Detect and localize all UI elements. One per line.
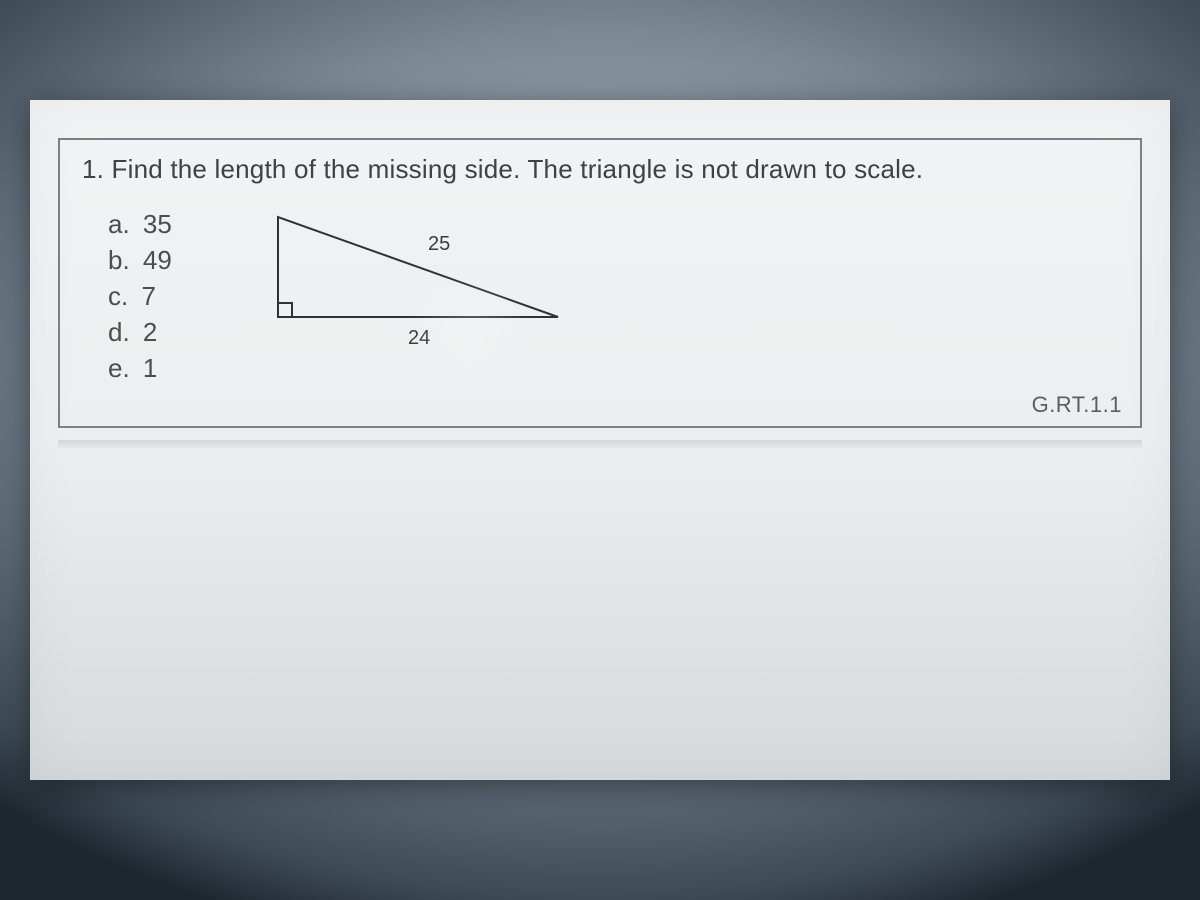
choice-value: 1 <box>143 353 157 383</box>
choice-value: 7 <box>141 281 155 311</box>
triangle-svg <box>248 207 598 377</box>
triangle-figure: 25 24 <box>248 207 598 377</box>
choice-c[interactable]: c. 7 <box>108 279 248 315</box>
choice-b[interactable]: b. 49 <box>108 243 248 279</box>
standard-code: G.RT.1.1 <box>1032 392 1122 418</box>
choice-letter: a. <box>108 209 130 239</box>
choice-a[interactable]: a. 35 <box>108 207 248 243</box>
choice-letter: e. <box>108 353 130 383</box>
base-label: 24 <box>408 327 430 350</box>
triangle-shape <box>278 217 558 317</box>
question-prompt: 1. Find the length of the missing side. … <box>82 154 1120 185</box>
question-text: Find the length of the missing side. The… <box>112 154 924 184</box>
question-box: 1. Find the length of the missing side. … <box>58 138 1142 428</box>
choice-d[interactable]: d. 2 <box>108 315 248 351</box>
question-number: 1. <box>82 154 104 184</box>
right-angle-icon <box>278 303 292 317</box>
question-body: a. 35 b. 49 c. 7 d. 2 e. 1 <box>82 207 1120 386</box>
choice-value: 2 <box>143 317 157 347</box>
worksheet-page: 1. Find the length of the missing side. … <box>30 100 1170 780</box>
choice-e[interactable]: e. 1 <box>108 351 248 387</box>
choice-value: 35 <box>143 209 172 239</box>
choice-letter: b. <box>108 245 130 275</box>
hypotenuse-label: 25 <box>428 233 450 256</box>
answer-choices: a. 35 b. 49 c. 7 d. 2 e. 1 <box>82 207 248 386</box>
box-shadow-decor <box>58 440 1142 450</box>
choice-letter: d. <box>108 317 130 347</box>
choice-letter: c. <box>108 281 128 311</box>
choice-value: 49 <box>143 245 172 275</box>
